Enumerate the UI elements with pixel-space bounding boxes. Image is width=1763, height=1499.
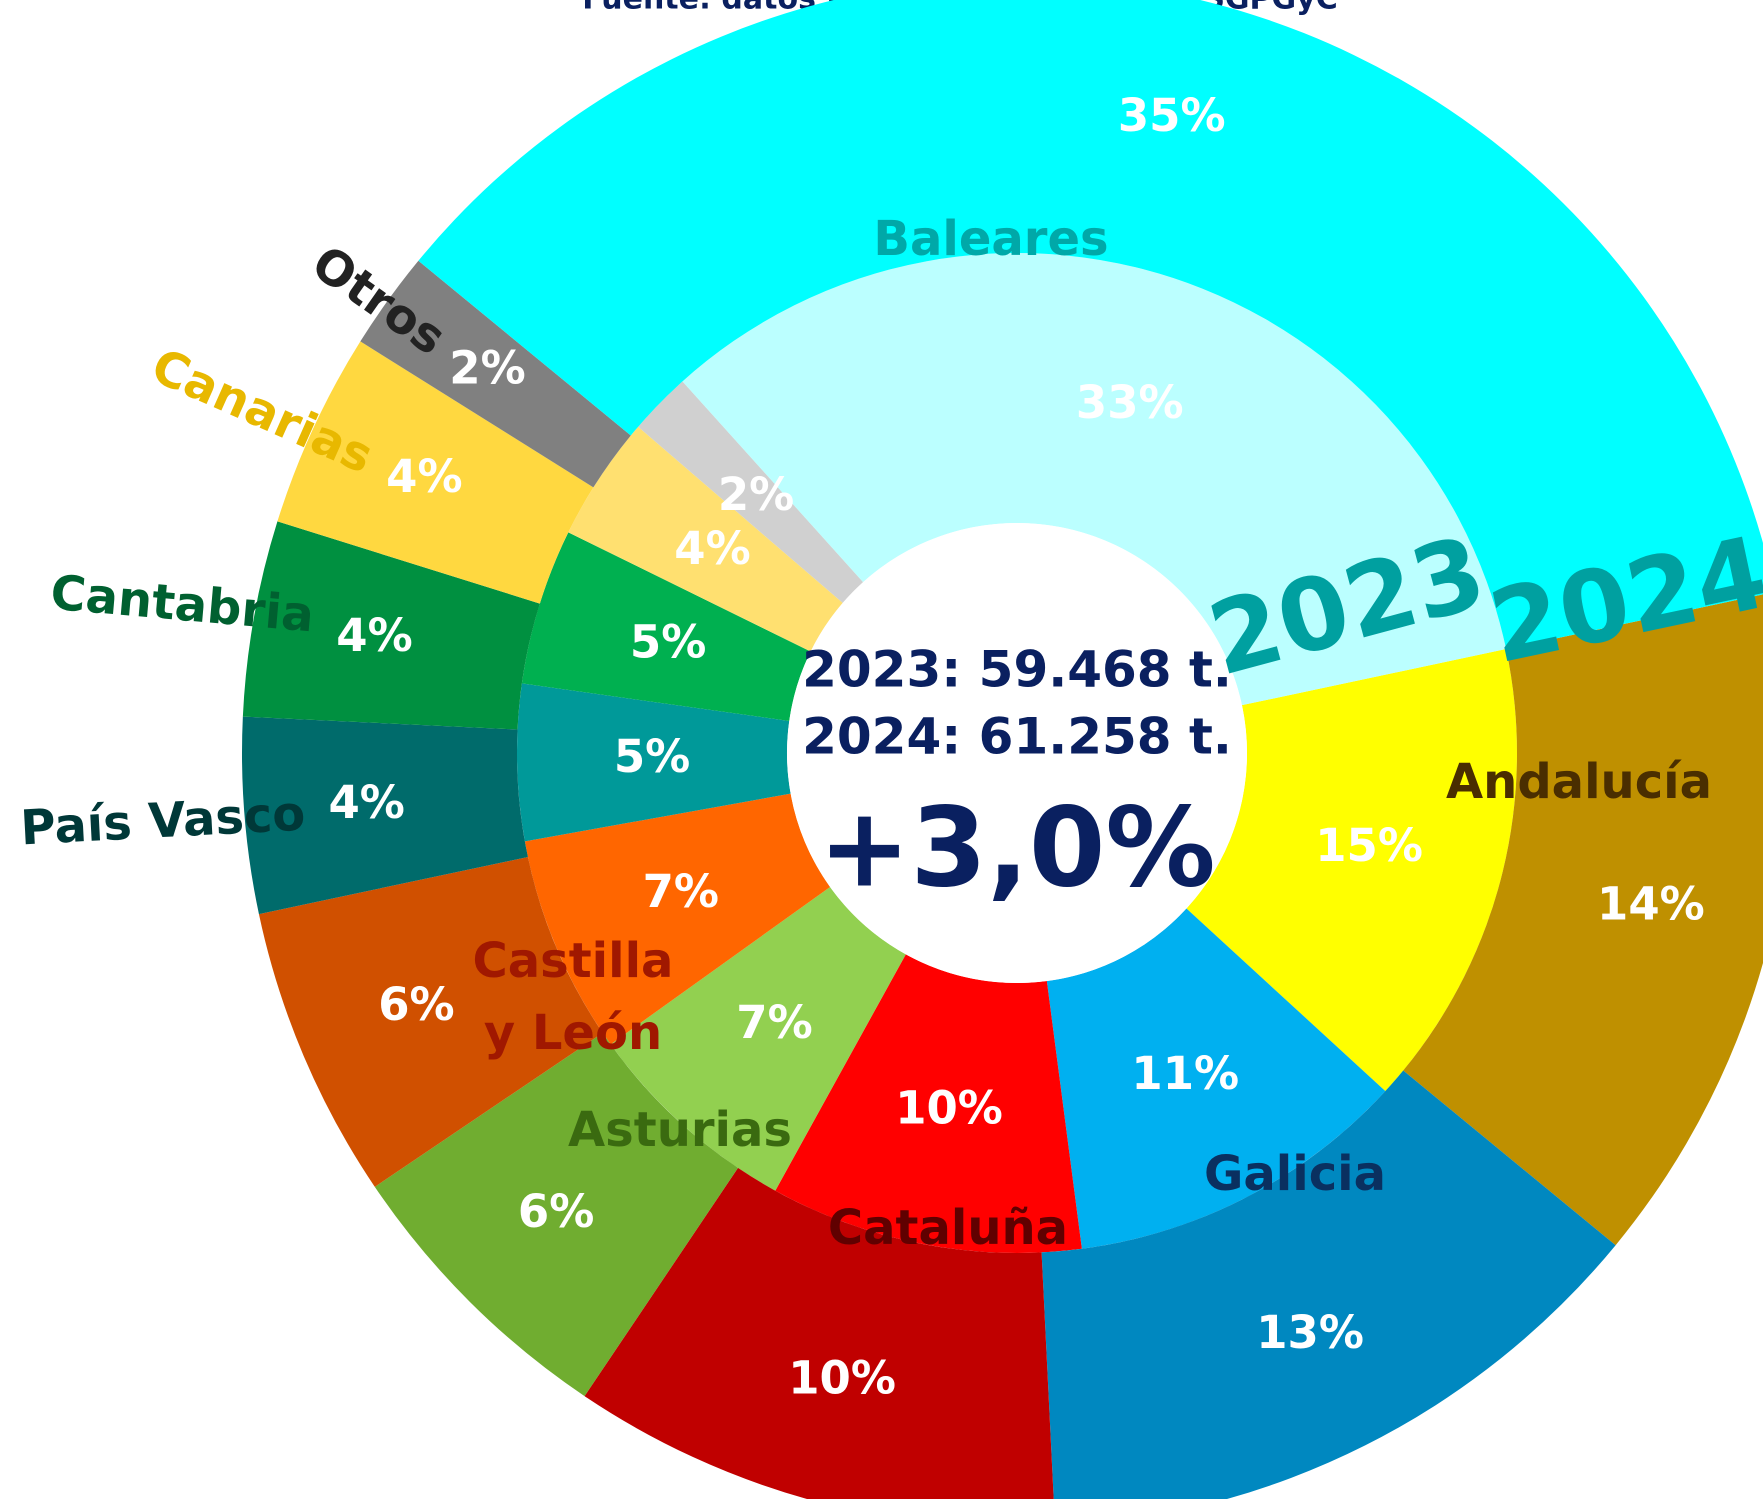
wedge [258, 856, 603, 1187]
center-text: 2024: 61.258 t. [802, 708, 1232, 766]
value-label: 4% [328, 776, 404, 829]
value-label: 7% [736, 996, 812, 1049]
donut-hole [787, 523, 1247, 983]
wedge [1046, 908, 1386, 1249]
wedge [1041, 1070, 1616, 1499]
value-label: 4% [674, 522, 750, 575]
value-label: 6% [518, 1185, 594, 1238]
wedge [775, 954, 1082, 1253]
category-label: Cataluña [828, 1200, 1068, 1256]
value-label: 5% [614, 730, 690, 783]
wedge [360, 260, 631, 488]
value-label: 15% [1315, 819, 1423, 872]
center-text: 2023: 59.468 t. [802, 641, 1232, 699]
category-label: Asturias [568, 1102, 792, 1158]
value-label: 10% [788, 1352, 896, 1405]
value-label: 14% [1597, 878, 1705, 931]
value-label: 2% [449, 342, 525, 395]
wedge [1186, 649, 1518, 1092]
wedge [682, 252, 1507, 706]
value-label: 4% [386, 450, 462, 503]
value-label: 2% [718, 468, 794, 521]
value-label: 11% [1131, 1047, 1239, 1100]
value-label: 5% [630, 616, 706, 669]
value-label: 13% [1256, 1306, 1364, 1359]
wedge [568, 426, 843, 652]
value-label: 7% [643, 865, 719, 918]
wedge [524, 793, 831, 1045]
value-label: 33% [1076, 376, 1184, 429]
wedge [610, 887, 906, 1191]
category-label-line: y León [484, 1005, 662, 1061]
wedge [517, 683, 791, 842]
wedge [638, 381, 864, 603]
value-label: 35% [1118, 89, 1226, 142]
center-text: +3,0% [818, 783, 1215, 911]
value-label: 4% [336, 609, 412, 662]
category-label: Andalucía [1446, 754, 1712, 810]
wedge [374, 1032, 738, 1397]
wedge [1403, 594, 1763, 1246]
category-label: Baleares [873, 211, 1108, 267]
wedge [242, 521, 540, 730]
category-label: Castilla y León [473, 933, 674, 1061]
wedge [521, 532, 811, 721]
wedge [418, 0, 1763, 650]
value-label: 6% [378, 978, 454, 1031]
category-label-line: Castilla [473, 933, 674, 989]
wedge [277, 341, 594, 604]
value-label: 10% [895, 1082, 1003, 1135]
wedge [584, 1167, 1054, 1499]
wedge [242, 716, 528, 915]
category-label: Galicia [1204, 1146, 1386, 1202]
